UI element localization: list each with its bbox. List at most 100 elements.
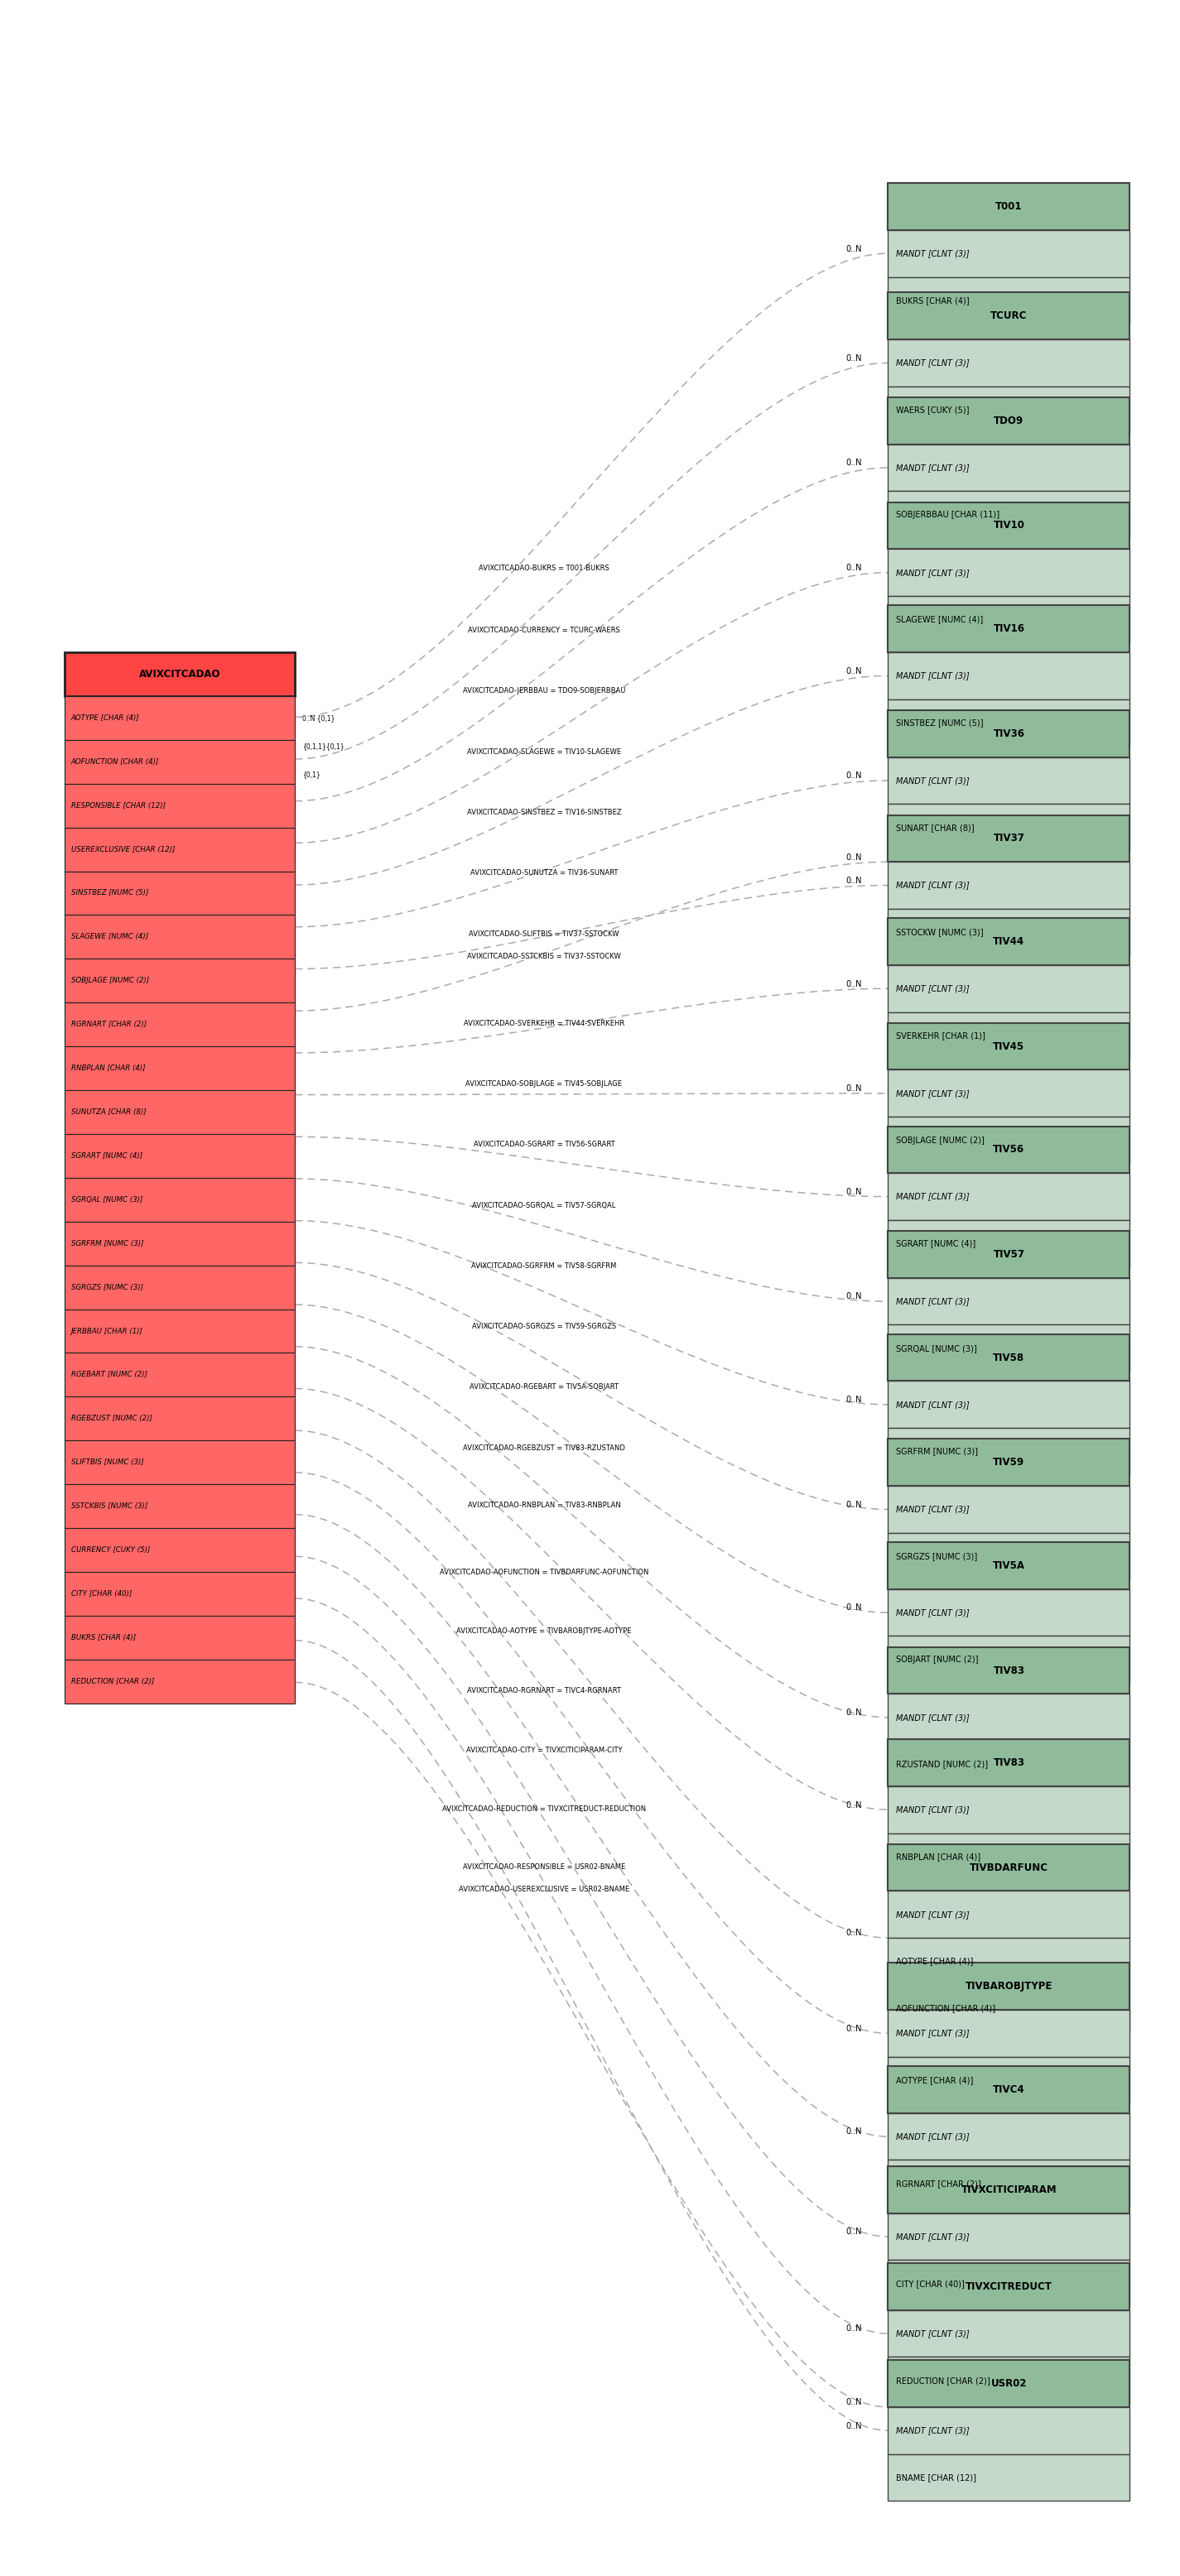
- Text: TIV83: TIV83: [994, 1664, 1024, 1677]
- FancyBboxPatch shape: [887, 1069, 1129, 1118]
- FancyBboxPatch shape: [887, 1937, 1129, 1986]
- FancyBboxPatch shape: [65, 696, 295, 739]
- Text: 0..N: 0..N: [846, 459, 861, 466]
- FancyBboxPatch shape: [887, 2009, 1129, 2056]
- Text: SGRQAL [NUMC (3)]: SGRQAL [NUMC (3)]: [896, 1345, 977, 1352]
- Text: AVIXCITCADAO-SGRART = TIV56-SGRART: AVIXCITCADAO-SGRART = TIV56-SGRART: [473, 1141, 615, 1149]
- Text: 0..N: 0..N: [846, 1188, 861, 1195]
- FancyBboxPatch shape: [887, 1891, 1129, 1937]
- Text: MANDT [CLNT (3)]: MANDT [CLNT (3)]: [896, 1911, 970, 1919]
- Text: AVIXCITCADAO-CURRENCY = TCURC-WAERS: AVIXCITCADAO-CURRENCY = TCURC-WAERS: [468, 626, 621, 634]
- Text: AVIXCITCADAO-AOFUNCTION = TIVBDARFUNC-AOFUNCTION: AVIXCITCADAO-AOFUNCTION = TIVBDARFUNC-AO…: [439, 1569, 649, 1577]
- Text: SGRQAL [NUMC (3)]: SGRQAL [NUMC (3)]: [71, 1195, 143, 1203]
- Text: RGEBZUST [NUMC (2)]: RGEBZUST [NUMC (2)]: [71, 1414, 152, 1422]
- Text: TIVXCITICIPARAM: TIVXCITICIPARAM: [961, 2184, 1057, 2195]
- Text: SUNUTZA [CHAR (8)]: SUNUTZA [CHAR (8)]: [71, 1108, 146, 1115]
- Text: 0..N: 0..N: [846, 667, 861, 675]
- Text: MANDT [CLNT (3)]: MANDT [CLNT (3)]: [896, 2427, 970, 2434]
- FancyBboxPatch shape: [887, 1427, 1129, 1476]
- FancyBboxPatch shape: [65, 1090, 295, 1133]
- Text: 0..N: 0..N: [846, 1502, 861, 1510]
- FancyBboxPatch shape: [65, 783, 295, 827]
- FancyBboxPatch shape: [887, 1589, 1129, 1636]
- FancyBboxPatch shape: [65, 827, 295, 871]
- Text: RGEBART [NUMC (2)]: RGEBART [NUMC (2)]: [71, 1370, 148, 1378]
- Text: TDO9: TDO9: [994, 415, 1024, 425]
- Text: MANDT [CLNT (3)]: MANDT [CLNT (3)]: [896, 464, 970, 471]
- Text: CITY [CHAR (40)]: CITY [CHAR (40)]: [896, 2280, 965, 2287]
- Text: TIV36: TIV36: [994, 729, 1024, 739]
- Text: SSTOCKW [NUMC (3)]: SSTOCKW [NUMC (3)]: [896, 927, 984, 938]
- FancyBboxPatch shape: [65, 739, 295, 783]
- FancyBboxPatch shape: [887, 757, 1129, 804]
- FancyBboxPatch shape: [887, 1739, 1129, 1785]
- FancyBboxPatch shape: [887, 863, 1129, 909]
- Text: MANDT [CLNT (3)]: MANDT [CLNT (3)]: [896, 1713, 970, 1721]
- Text: AVIXCITCADAO-RGEBZUST = TIV83-RZUSTAND: AVIXCITCADAO-RGEBZUST = TIV83-RZUSTAND: [463, 1445, 625, 1450]
- FancyBboxPatch shape: [65, 652, 295, 696]
- Text: USEREXCLUSIVE [CHAR (12)]: USEREXCLUSIVE [CHAR (12)]: [71, 845, 175, 853]
- Text: TIVBDARFUNC: TIVBDARFUNC: [970, 1862, 1048, 1873]
- Text: AVIXCITCADAO-RGRNART = TIVC4-RGRNART: AVIXCITCADAO-RGRNART = TIVC4-RGRNART: [467, 1687, 621, 1695]
- Text: 0..N: 0..N: [846, 2324, 861, 2334]
- FancyBboxPatch shape: [65, 1528, 295, 1571]
- FancyBboxPatch shape: [887, 2357, 1129, 2403]
- FancyBboxPatch shape: [887, 917, 1129, 966]
- FancyBboxPatch shape: [887, 1646, 1129, 1695]
- FancyBboxPatch shape: [887, 1126, 1129, 1172]
- Text: MANDT [CLNT (3)]: MANDT [CLNT (3)]: [896, 358, 970, 368]
- FancyBboxPatch shape: [65, 1002, 295, 1046]
- Text: SGRFRM [NUMC (3)]: SGRFRM [NUMC (3)]: [896, 1448, 978, 1455]
- Text: MANDT [CLNT (3)]: MANDT [CLNT (3)]: [896, 775, 970, 786]
- Text: AVIXCITCADAO-SLAGEWE = TIV10-SLAGEWE: AVIXCITCADAO-SLAGEWE = TIV10-SLAGEWE: [467, 747, 621, 755]
- Text: RESPONSIBLE [CHAR (12)]: RESPONSIBLE [CHAR (12)]: [71, 801, 165, 809]
- Text: SGRGZS [NUMC (3)]: SGRGZS [NUMC (3)]: [71, 1283, 143, 1291]
- FancyBboxPatch shape: [65, 1440, 295, 1484]
- FancyBboxPatch shape: [65, 958, 295, 1002]
- Text: MANDT [CLNT (3)]: MANDT [CLNT (3)]: [896, 1193, 970, 1200]
- Text: SVERKEHR [CHAR (1)]: SVERKEHR [CHAR (1)]: [896, 1030, 985, 1041]
- Text: TIVXCITREDUCT: TIVXCITREDUCT: [965, 2282, 1053, 2293]
- Text: SOBJERBBAU [CHAR (11)]: SOBJERBBAU [CHAR (11)]: [896, 510, 999, 518]
- Text: AVIXCITCADAO-BUKRS = T001-BUKRS: AVIXCITCADAO-BUKRS = T001-BUKRS: [479, 564, 609, 572]
- Text: AVIXCITCADAO-USEREXCLUSIVE = USR02-BNAME: AVIXCITCADAO-USEREXCLUSIVE = USR02-BNAME: [459, 1886, 629, 1893]
- Text: SOBJLAGE [NUMC (2)]: SOBJLAGE [NUMC (2)]: [71, 976, 149, 984]
- FancyBboxPatch shape: [887, 1695, 1129, 1741]
- Text: JERBBAU [CHAR (1)]: JERBBAU [CHAR (1)]: [71, 1327, 143, 1334]
- Text: 0..N: 0..N: [846, 245, 861, 252]
- Text: AOFUNCTION [CHAR (4)]: AOFUNCTION [CHAR (4)]: [896, 2004, 996, 2012]
- FancyBboxPatch shape: [65, 1221, 295, 1265]
- Text: TIV56: TIV56: [994, 1144, 1024, 1154]
- Text: TIV5A: TIV5A: [992, 1561, 1025, 1571]
- Text: CITY [CHAR (40)]: CITY [CHAR (40)]: [71, 1589, 131, 1597]
- Text: AVIXCITCADAO-SGRFRM = TIV58-SGRFRM: AVIXCITCADAO-SGRFRM = TIV58-SGRFRM: [472, 1262, 617, 1270]
- Text: 0..N: 0..N: [846, 1396, 861, 1404]
- FancyBboxPatch shape: [887, 2056, 1129, 2105]
- Text: AVIXCITCADAO-SLIFTBIS = TIV37-SSTOCKW: AVIXCITCADAO-SLIFTBIS = TIV37-SSTOCKW: [468, 930, 620, 938]
- FancyBboxPatch shape: [887, 1533, 1129, 1579]
- Text: 0..N: 0..N: [846, 2398, 861, 2406]
- FancyBboxPatch shape: [65, 1396, 295, 1440]
- FancyBboxPatch shape: [887, 492, 1129, 538]
- Text: SSTCKBIS [NUMC (3)]: SSTCKBIS [NUMC (3)]: [71, 1502, 148, 1510]
- FancyBboxPatch shape: [65, 1133, 295, 1177]
- Text: MANDT [CLNT (3)]: MANDT [CLNT (3)]: [896, 984, 970, 992]
- FancyBboxPatch shape: [887, 183, 1129, 229]
- Text: 0..N: 0..N: [846, 564, 861, 572]
- FancyBboxPatch shape: [887, 2166, 1129, 2213]
- Text: AVIXCITCADAO-SUNUTZA = TIV36-SUNART: AVIXCITCADAO-SUNUTZA = TIV36-SUNART: [470, 868, 618, 876]
- FancyBboxPatch shape: [887, 909, 1129, 956]
- Text: MANDT [CLNT (3)]: MANDT [CLNT (3)]: [896, 569, 970, 577]
- FancyBboxPatch shape: [887, 1834, 1129, 1880]
- FancyBboxPatch shape: [887, 2213, 1129, 2259]
- FancyBboxPatch shape: [887, 2112, 1129, 2161]
- Text: MANDT [CLNT (3)]: MANDT [CLNT (3)]: [896, 2329, 970, 2339]
- Text: TIV58: TIV58: [994, 1352, 1024, 1363]
- Text: MANDT [CLNT (3)]: MANDT [CLNT (3)]: [896, 2133, 970, 2141]
- FancyBboxPatch shape: [887, 2311, 1129, 2357]
- Text: AVIXCITCADAO-RESPONSIBLE = USR02-BNAME: AVIXCITCADAO-RESPONSIBLE = USR02-BNAME: [463, 1862, 625, 1870]
- FancyBboxPatch shape: [65, 871, 295, 914]
- FancyBboxPatch shape: [887, 2360, 1129, 2406]
- FancyBboxPatch shape: [887, 605, 1129, 652]
- Text: MANDT [CLNT (3)]: MANDT [CLNT (3)]: [896, 672, 970, 680]
